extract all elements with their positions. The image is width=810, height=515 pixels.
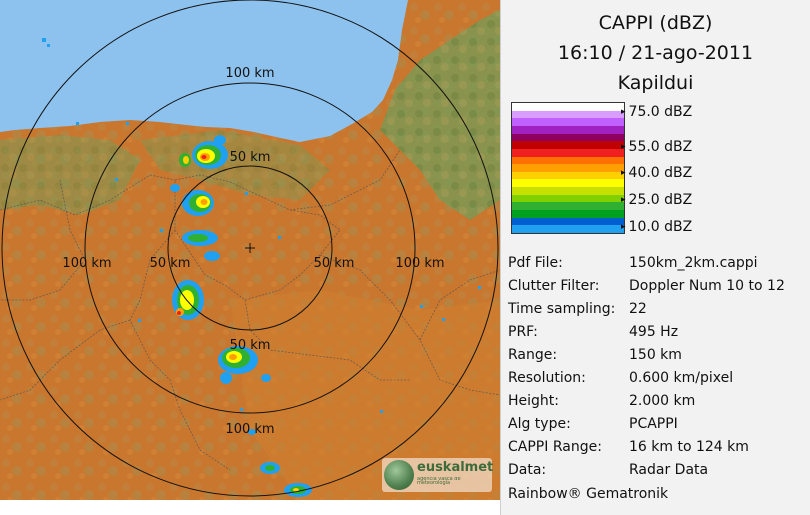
- timestamp: 16:10 / 21-ago-2011: [557, 42, 754, 64]
- radar-name: Kapildui: [617, 72, 694, 94]
- range-ring-150km: [1, 0, 499, 497]
- meta-key: Alg type:: [508, 416, 571, 432]
- meta-row-pdf-file: Pdf File: 150km_2km.cappi: [508, 255, 808, 278]
- meta-key: Data:: [508, 462, 547, 478]
- meta-row-prf: PRF: 495 Hz: [508, 324, 808, 347]
- meta-key: Range:: [508, 347, 558, 363]
- lowland-south: [230, 290, 500, 500]
- meta-row-time-sampling: Time sampling: 22: [508, 301, 808, 324]
- range-label-east-50: 50 km: [314, 256, 355, 271]
- radar-map[interactable]: 100 km 50 km 100 km 50 km 50 km 100 km 5…: [0, 0, 500, 500]
- range-label-south-100: 100 km: [225, 422, 274, 437]
- meta-value: Radar Data: [629, 462, 709, 478]
- scale-swatch: [512, 103, 624, 111]
- green-hills-west: [0, 135, 140, 215]
- meta-key: Height:: [508, 393, 559, 409]
- meta-value: 150 km: [629, 347, 682, 363]
- echo-specks: [42, 38, 481, 413]
- range-label-west-50: 50 km: [150, 256, 191, 271]
- euskalmet-logo-subtitle: agencia vasca de meteorología: [417, 477, 461, 485]
- software-credit: Rainbow® Gematronik: [508, 486, 669, 502]
- range-label-east-100: 100 km: [395, 256, 444, 271]
- info-panel: CAPPI (dBZ) 16:10 / 21-ago-2011 Kapildui…: [501, 0, 810, 515]
- panel-divider: [500, 0, 501, 515]
- meta-row-alg-type: Alg type: PCAPPI: [508, 416, 808, 439]
- scale-swatch: [512, 133, 624, 142]
- scale-swatch: [512, 148, 624, 157]
- metadata-list: Pdf File: 150km_2km.cappi Clutter Filter:…: [508, 255, 808, 485]
- meta-row-clutter-filter: Clutter Filter: Doppler Num 10 to 12: [508, 278, 808, 301]
- meta-value: 16 km to 124 km: [629, 439, 749, 455]
- meta-row-data: Data: Radar Data: [508, 462, 808, 485]
- meta-row-resolution: Resolution: 0.600 km/pixel: [508, 370, 808, 393]
- meta-value: 2.000 km: [629, 393, 696, 409]
- boundaries: [0, 149, 500, 471]
- scale-label-75: 75.0 dBZ: [621, 104, 693, 120]
- scale-swatch: [512, 141, 624, 150]
- scale-swatch: [512, 110, 624, 119]
- euskalmet-logo-icon: [384, 460, 414, 490]
- meta-value: 22: [629, 301, 647, 317]
- scale-swatch: [512, 187, 624, 196]
- scale-swatch: [512, 225, 624, 234]
- echo-cluster-north: [179, 135, 228, 169]
- echo-cluster-south: [218, 346, 271, 384]
- euskalmet-logo-text: euskalmet: [417, 460, 494, 475]
- color-scale: [511, 102, 625, 234]
- scale-swatch: [512, 210, 624, 219]
- scale-label-40: 40.0 dBZ: [621, 165, 693, 181]
- scale-label-10: 10.0 dBZ: [621, 219, 693, 235]
- sea-area: [0, 0, 408, 142]
- echo-cluster-mid: [170, 184, 220, 261]
- meta-row-range: Range: 150 km: [508, 347, 808, 370]
- green-hills-center: [140, 130, 330, 200]
- meta-row-height: Height: 2.000 km: [508, 393, 808, 416]
- scale-label-25: 25.0 dBZ: [621, 192, 693, 208]
- meta-row-cappi-range: CAPPI Range: 16 km to 124 km: [508, 439, 808, 462]
- range-label-north-100: 100 km: [225, 66, 274, 81]
- scale-swatch: [512, 194, 624, 203]
- scale-swatch: [512, 171, 624, 180]
- range-label-north-50: 50 km: [230, 150, 271, 165]
- green-hills-northeast: [380, 10, 500, 220]
- range-label-west-100: 100 km: [62, 256, 111, 271]
- scale-swatch: [512, 125, 624, 134]
- meta-key: CAPPI Range:: [508, 439, 602, 455]
- scale-swatch: [512, 179, 624, 188]
- range-rings: [1, 0, 499, 497]
- scale-swatch: [512, 118, 624, 127]
- meta-key: Clutter Filter:: [508, 278, 600, 294]
- meta-key: Pdf File:: [508, 255, 563, 271]
- range-ring-100km: [84, 82, 416, 414]
- scale-swatch: [512, 156, 624, 165]
- meta-key: Time sampling:: [508, 301, 616, 317]
- scale-swatch: [512, 217, 624, 226]
- map-bottom-margin: [0, 500, 500, 515]
- meta-value: PCAPPI: [629, 416, 678, 432]
- scale-label-55: 55.0 dBZ: [621, 139, 693, 155]
- radar-site-marker: [245, 243, 255, 253]
- meta-key: Resolution:: [508, 370, 586, 386]
- range-label-south-50: 50 km: [230, 338, 271, 353]
- euskalmet-logo[interactable]: euskalmet agencia vasca de meteorología: [382, 458, 494, 492]
- meta-key: PRF:: [508, 324, 538, 340]
- range-ring-50km: [167, 165, 333, 331]
- scale-swatch: [512, 202, 624, 211]
- scale-swatch: [512, 164, 624, 173]
- meta-value: 0.600 km/pixel: [629, 370, 734, 386]
- echo-cluster-far-south: [248, 429, 312, 497]
- product-title: CAPPI (dBZ): [598, 12, 713, 34]
- meta-value: 150km_2km.cappi: [629, 255, 758, 271]
- meta-value: Doppler Num 10 to 12: [629, 278, 785, 294]
- meta-value: 495 Hz: [629, 324, 679, 340]
